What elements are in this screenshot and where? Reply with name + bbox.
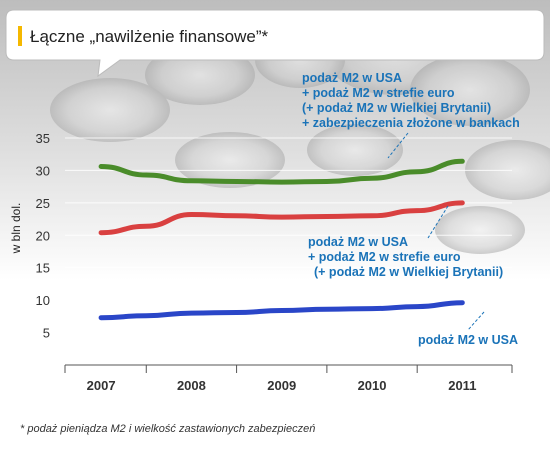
series-line-1	[98, 158, 465, 185]
y-tick-label: 25	[36, 196, 50, 211]
x-tick-label: 2008	[177, 378, 206, 393]
annotation-line: podaż M2 w USA	[418, 333, 518, 347]
gridlines	[65, 137, 512, 334]
y-tick-label: 15	[36, 261, 50, 276]
annotation-line: (+ podaż M2 w Wielkiej Brytanii)	[314, 265, 503, 279]
series-line-2	[98, 200, 465, 236]
chart-title: Łączne „nawilżenie finansowe”*	[30, 27, 269, 46]
x-tick-label: 2010	[358, 378, 387, 393]
y-axis-ticks: 5 10 15 20 25 30 35	[36, 131, 50, 341]
annotation-line: (+ podaż M2 w Wielkiej Brytanii)	[302, 101, 491, 115]
annotation-line: podaż M2 w USA	[302, 71, 402, 85]
annotation-line: + podaż M2 w strefie euro	[308, 250, 461, 264]
annotation-leader	[387, 132, 409, 159]
y-axis-label: w bln dol.	[9, 203, 23, 255]
y-tick-label: 30	[36, 163, 50, 178]
annotation-line: podaż M2 w USA	[308, 235, 408, 249]
annotation-line: + zabezpieczenia złożone w bankach	[302, 116, 520, 130]
annotation-1: podaż M2 w USA+ podaż M2 w strefie euro(…	[302, 71, 520, 130]
series-line-3	[98, 300, 465, 321]
annotation-3: podaż M2 w USA	[418, 333, 518, 347]
x-tick-label: 2009	[267, 378, 296, 393]
annotation-line: + podaż M2 w strefie euro	[302, 86, 455, 100]
x-tick-label: 2011	[448, 378, 476, 393]
annotation-2: podaż M2 w USA+ podaż M2 w strefie euro(…	[308, 235, 503, 279]
y-tick-label: 10	[36, 293, 50, 308]
y-tick-label: 5	[43, 326, 50, 341]
annotation-leader	[467, 311, 485, 331]
footnote: * podaż pieniądza M2 i wielkość zastawio…	[20, 423, 315, 435]
y-tick-label: 20	[36, 228, 50, 243]
y-tick-label: 35	[36, 131, 50, 146]
x-axis: 2007 2008 2009 2010 2011	[64, 364, 513, 393]
annotation-leaders	[387, 132, 485, 331]
annotations: podaż M2 w USA+ podaż M2 w strefie euro(…	[302, 71, 520, 347]
x-tick-label: 2007	[87, 378, 116, 393]
title-box	[5, 9, 545, 78]
annotation-leader	[427, 205, 449, 239]
series-lines	[98, 158, 465, 321]
